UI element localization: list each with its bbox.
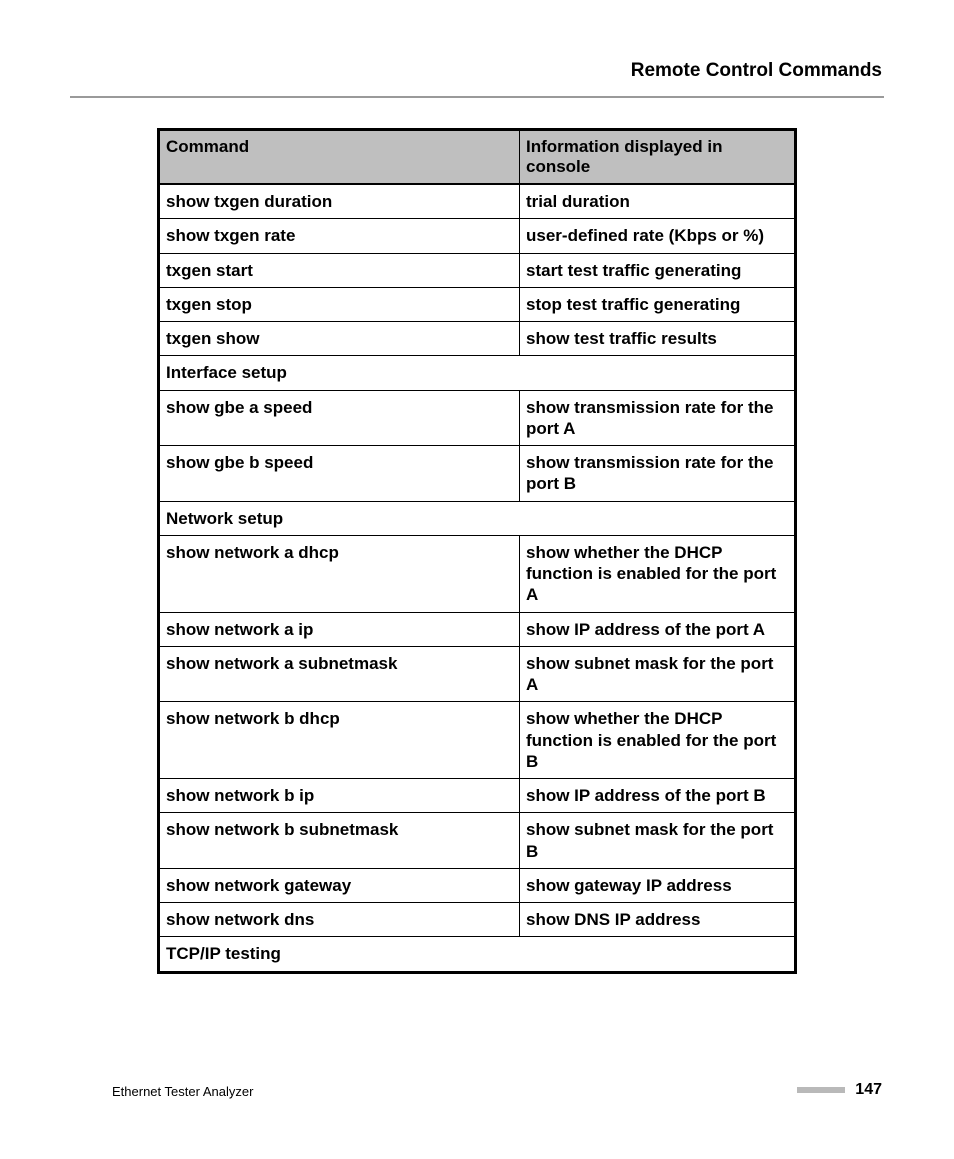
info-cell: stop test traffic generating xyxy=(520,287,796,321)
page-header-title: Remote Control Commands xyxy=(70,60,884,82)
footer-page-number: 147 xyxy=(855,1081,882,1099)
table-row: show network a subnetmaskshow subnet mas… xyxy=(159,646,796,702)
table-row: show network b ipshow IP address of the … xyxy=(159,779,796,813)
table-row: txgen stopstop test traffic generating xyxy=(159,287,796,321)
command-cell: txgen stop xyxy=(159,287,520,321)
table-row: show gbe b speedshow transmission rate f… xyxy=(159,446,796,502)
command-cell: show gbe b speed xyxy=(159,446,520,502)
command-cell: show network a dhcp xyxy=(159,535,520,612)
table-row: TCP/IP testing xyxy=(159,937,796,972)
table-row: show gbe a speedshow transmission rate f… xyxy=(159,390,796,446)
footer-right: 147 xyxy=(797,1081,882,1099)
table-row: show network a dhcpshow whether the DHCP… xyxy=(159,535,796,612)
command-cell: show network a ip xyxy=(159,612,520,646)
commands-table: Command Information displayed in console… xyxy=(157,128,797,974)
column-header-command: Command xyxy=(159,130,520,185)
table-row: txgen showshow test traffic results xyxy=(159,322,796,356)
command-cell: show gbe a speed xyxy=(159,390,520,446)
header-divider xyxy=(70,96,884,98)
info-cell: show subnet mask for the port B xyxy=(520,813,796,869)
info-cell: start test traffic generating xyxy=(520,253,796,287)
table-row: Network setup xyxy=(159,501,796,535)
command-cell: show network b ip xyxy=(159,779,520,813)
command-cell: show txgen duration xyxy=(159,184,520,219)
table-row: show txgen durationtrial duration xyxy=(159,184,796,219)
page-footer: Ethernet Tester Analyzer 147 xyxy=(112,1084,884,1099)
column-header-info: Information displayed in console xyxy=(520,130,796,185)
command-cell: show txgen rate xyxy=(159,219,520,253)
command-cell: show network dns xyxy=(159,903,520,937)
command-cell: txgen start xyxy=(159,253,520,287)
footer-decor-bar xyxy=(797,1087,845,1093)
section-label-cell: Network setup xyxy=(159,501,796,535)
table-row: show txgen rateuser-defined rate (Kbps o… xyxy=(159,219,796,253)
info-cell: show DNS IP address xyxy=(520,903,796,937)
command-cell: show network b subnetmask xyxy=(159,813,520,869)
info-cell: show gateway IP address xyxy=(520,868,796,902)
table-row: txgen startstart test traffic generating xyxy=(159,253,796,287)
info-cell: show whether the DHCP function is enable… xyxy=(520,702,796,779)
command-cell: show network gateway xyxy=(159,868,520,902)
info-cell: trial duration xyxy=(520,184,796,219)
command-cell: show network a subnetmask xyxy=(159,646,520,702)
table-row: show network b dhcpshow whether the DHCP… xyxy=(159,702,796,779)
info-cell: show test traffic results xyxy=(520,322,796,356)
document-page: Remote Control Commands Command Informat… xyxy=(0,0,954,1159)
table-row: show network b subnetmaskshow subnet mas… xyxy=(159,813,796,869)
command-cell: txgen show xyxy=(159,322,520,356)
table-header-row: Command Information displayed in console xyxy=(159,130,796,185)
info-cell: show IP address of the port B xyxy=(520,779,796,813)
footer-product-name: Ethernet Tester Analyzer xyxy=(112,1084,253,1099)
info-cell: show IP address of the port A xyxy=(520,612,796,646)
command-cell: show network b dhcp xyxy=(159,702,520,779)
info-cell: user-defined rate (Kbps or %) xyxy=(520,219,796,253)
table-row: show network dnsshow DNS IP address xyxy=(159,903,796,937)
table-row: show network gatewayshow gateway IP addr… xyxy=(159,868,796,902)
info-cell: show transmission rate for the port B xyxy=(520,446,796,502)
info-cell: show transmission rate for the port A xyxy=(520,390,796,446)
info-cell: show subnet mask for the port A xyxy=(520,646,796,702)
info-cell: show whether the DHCP function is enable… xyxy=(520,535,796,612)
section-label-cell: Interface setup xyxy=(159,356,796,390)
table-row: show network a ipshow IP address of the … xyxy=(159,612,796,646)
table-body: show txgen durationtrial durationshow tx… xyxy=(159,184,796,972)
table-row: Interface setup xyxy=(159,356,796,390)
commands-table-wrap: Command Information displayed in console… xyxy=(157,128,797,974)
section-label-cell: TCP/IP testing xyxy=(159,937,796,972)
